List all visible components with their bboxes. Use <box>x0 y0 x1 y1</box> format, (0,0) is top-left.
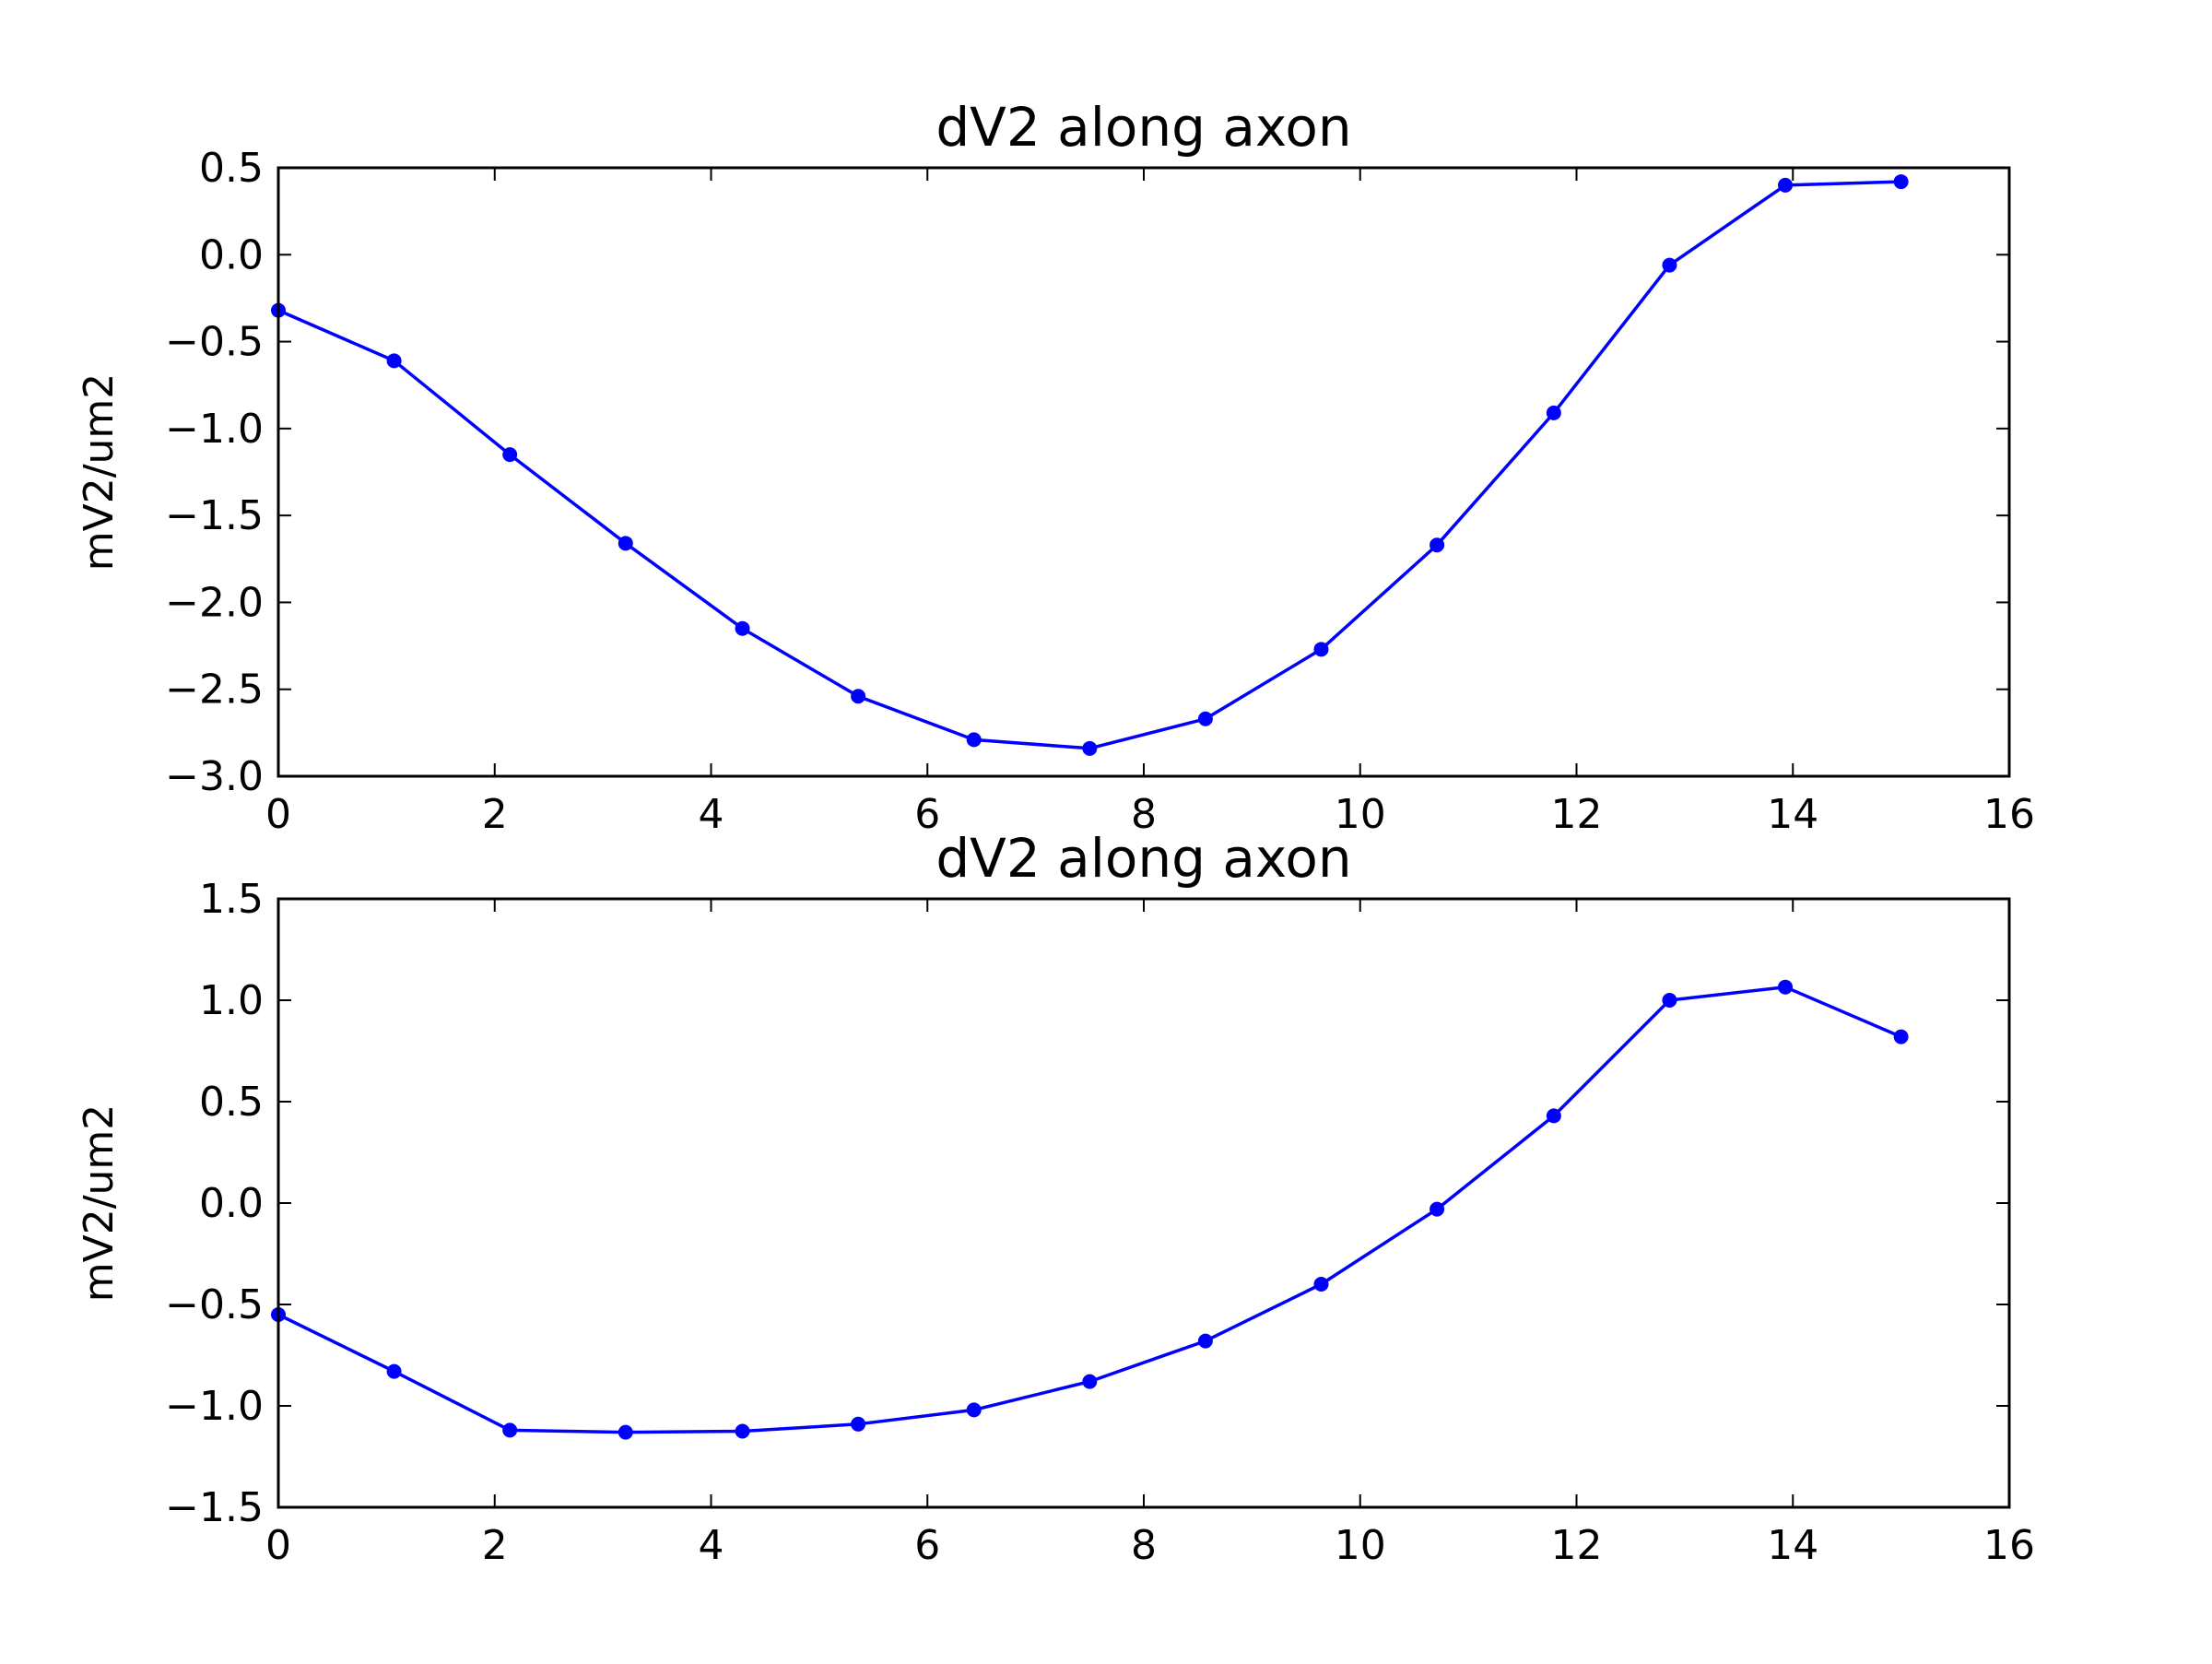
data-point <box>1082 740 1098 756</box>
data-point <box>1197 711 1213 726</box>
y-tick-label: −1.5 <box>165 492 264 539</box>
x-tick-label: 8 <box>1131 1522 1157 1569</box>
data-point <box>618 536 633 551</box>
data-point <box>1893 174 1909 190</box>
x-tick-label: 16 <box>1983 1522 2035 1569</box>
data-point <box>502 1422 518 1438</box>
y-tick-label: 0.0 <box>199 231 264 278</box>
x-tick-label: 0 <box>265 1522 291 1569</box>
subplot-2: dV2 along axon mV2/um2 0 2 4 6 8 10 12 14 16 1.5 1.0… <box>76 827 2035 1569</box>
y-axis-label: mV2/um2 <box>76 1104 123 1303</box>
data-point <box>851 689 866 704</box>
x-tick-label: 14 <box>1767 791 1818 838</box>
x-tick-label: 4 <box>699 1522 724 1569</box>
x-tick-label: 2 <box>482 1522 508 1569</box>
y-tick-label: 0.0 <box>199 1180 264 1227</box>
x-tick-label: 10 <box>1335 791 1386 838</box>
data-point <box>386 1363 402 1379</box>
data-point <box>1546 1108 1561 1124</box>
y-tick-label: −1.5 <box>165 1484 264 1531</box>
data-point <box>966 732 982 748</box>
series-line <box>277 985 1902 1434</box>
chart-title: dV2 along axon <box>935 96 1351 159</box>
x-tick-label: 0 <box>265 791 291 838</box>
data-point <box>1197 1333 1213 1349</box>
axes-frame <box>276 897 2011 1509</box>
x-tick-label: 16 <box>1983 791 2035 838</box>
y-tick-label: 0.5 <box>199 1079 264 1126</box>
y-tick-label: −3.0 <box>165 753 264 800</box>
x-tick-label: 12 <box>1551 1522 1603 1569</box>
data-point <box>1430 537 1445 553</box>
data-point <box>386 353 402 369</box>
data-point <box>502 447 518 463</box>
x-tick-label: 12 <box>1551 791 1603 838</box>
data-point <box>1662 257 1677 273</box>
data-point <box>618 1424 633 1440</box>
y-tick-label: −0.5 <box>165 319 264 366</box>
subplot-1: dV2 along axon mV2/um2 0 2 4 6 8 10 12 14 16 0.5 0.0… <box>76 96 2035 838</box>
x-tick-label: 8 <box>1131 791 1157 838</box>
data-point <box>735 620 750 636</box>
data-point <box>1662 993 1677 1008</box>
y-tick-label: −2.5 <box>165 667 264 714</box>
chart-title: dV2 along axon <box>935 827 1351 890</box>
y-tick-label: −1.0 <box>165 406 264 453</box>
y-tick-label: −1.0 <box>165 1383 264 1430</box>
data-point <box>1430 1201 1445 1217</box>
data-point <box>735 1423 750 1439</box>
data-point <box>966 1402 982 1418</box>
y-tick-label: 1.0 <box>199 977 264 1024</box>
data-point <box>1313 642 1329 657</box>
x-tick-label: 10 <box>1335 1522 1386 1569</box>
data-point <box>1082 1374 1098 1389</box>
data-point <box>1778 979 1794 995</box>
x-tick-label: 6 <box>914 791 940 838</box>
x-tick-label: 14 <box>1767 1522 1818 1569</box>
y-tick-label: 0.5 <box>199 145 264 192</box>
data-point <box>851 1416 866 1432</box>
series-line <box>277 180 1901 750</box>
y-tick-label: 1.5 <box>199 876 264 923</box>
y-tick-label: −2.0 <box>165 579 264 626</box>
data-point <box>1893 1029 1909 1044</box>
data-point <box>1778 177 1794 193</box>
y-axis-label: mV2/um2 <box>76 373 123 572</box>
y-tick-label: −0.5 <box>165 1281 264 1328</box>
x-tick-label: 4 <box>699 791 724 838</box>
axes-frame <box>276 166 2011 778</box>
data-point <box>1546 405 1561 420</box>
x-tick-label: 2 <box>482 791 508 838</box>
data-point <box>1313 1277 1329 1292</box>
x-tick-label: 6 <box>914 1522 940 1569</box>
